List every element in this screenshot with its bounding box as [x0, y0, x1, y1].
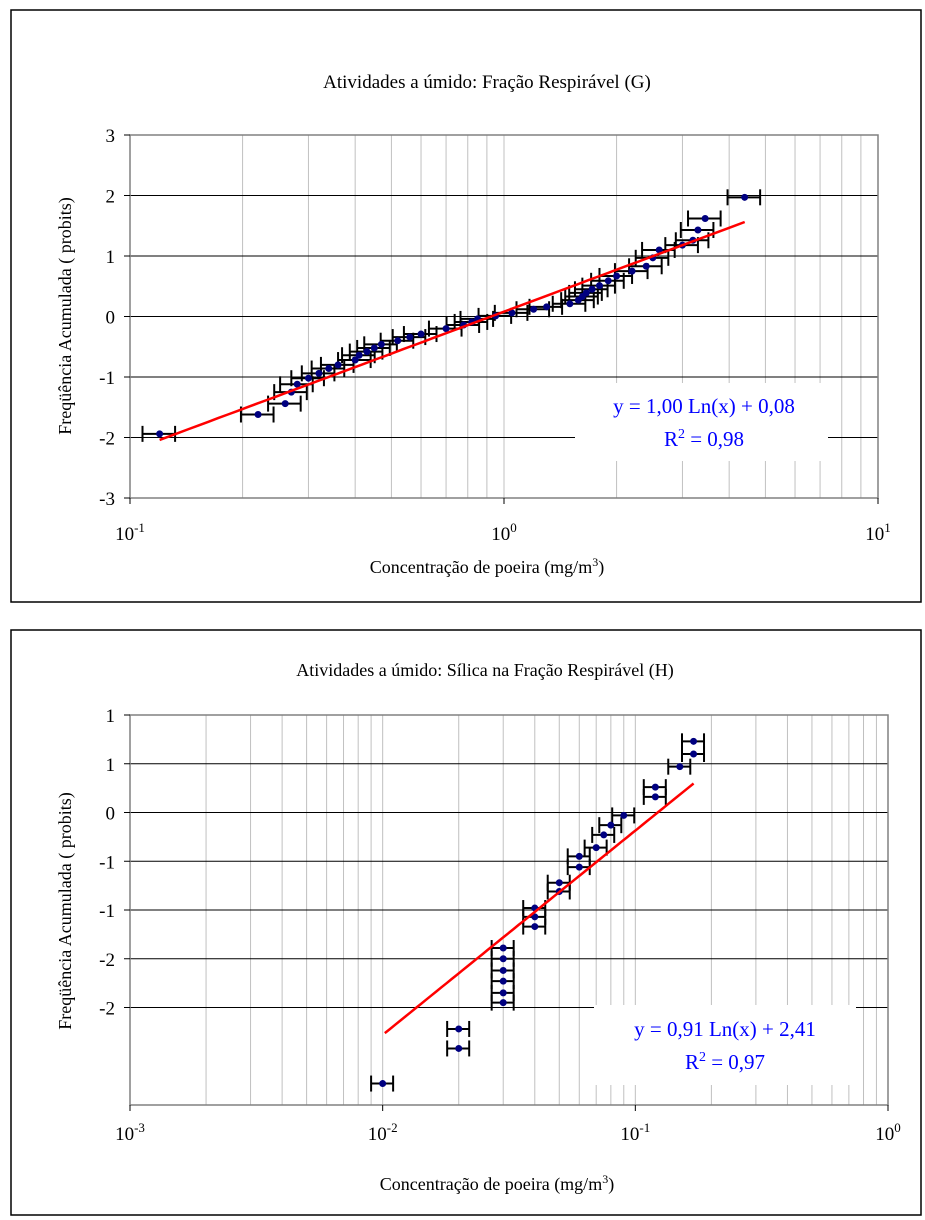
chart-g-equation: y = 1,00 Ln(x) + 0,08 — [613, 394, 795, 418]
chart-g: Atividades a úmido: Fração Respirável (G… — [10, 9, 922, 603]
chart-g-frame — [10, 9, 922, 603]
data-point — [379, 1080, 387, 1088]
chart-h-equation-box — [594, 1005, 856, 1085]
data-point — [499, 989, 507, 997]
data-point — [281, 400, 289, 408]
data-point — [628, 267, 636, 275]
data-point — [499, 999, 507, 1007]
y-tick-label: -2 — [99, 999, 115, 1020]
data-point — [334, 361, 342, 369]
chart-h-y-axis-label: Freqüência Acumulada ( probits) — [55, 792, 76, 1029]
x-tick-label: 10-1 — [620, 1120, 650, 1145]
y-tick-label: 1 — [106, 755, 116, 776]
chart-h-title: Atividades a úmido: Sílica na Fração Res… — [296, 660, 673, 681]
data-point — [304, 374, 312, 382]
data-point — [293, 380, 301, 388]
chart-g-y-axis-label: Freqüência Acumulada ( probits) — [55, 197, 76, 434]
data-point — [555, 879, 563, 887]
data-point — [530, 305, 538, 313]
data-point — [651, 783, 659, 791]
x-tick-label: 10-2 — [368, 1120, 398, 1145]
data-point — [694, 226, 702, 234]
y-tick-label: -2 — [99, 429, 115, 450]
data-point — [575, 852, 583, 860]
data-point — [604, 277, 612, 285]
chart-g-trendline — [159, 220, 746, 442]
data-point — [325, 365, 333, 373]
y-tick-label: 1 — [106, 706, 116, 727]
chart-h-equation: y = 0,91 Ln(x) + 2,41 — [634, 1017, 816, 1041]
data-point — [370, 344, 378, 352]
data-point — [741, 193, 749, 201]
data-point — [355, 351, 363, 359]
data-point — [642, 262, 650, 270]
chart-g-x-ticks: 10-1 100 101 — [115, 498, 891, 545]
y-tick-label: 0 — [106, 804, 116, 825]
chart-g-x-axis-label: Concentração de poeira (mg/m3) — [370, 555, 604, 578]
data-point — [417, 330, 425, 338]
y-tick-label: -1 — [99, 368, 115, 389]
data-point — [531, 923, 539, 931]
data-point — [499, 944, 507, 952]
chart-h-x-ticks: 10-3 10-2 10-1 100 — [115, 1105, 901, 1145]
y-tick-label: -2 — [99, 950, 115, 971]
chart-h: Atividades a úmido: Sílica na Fração Res… — [10, 629, 922, 1216]
data-point — [499, 966, 507, 974]
x-tick-label: 10-1 — [115, 520, 145, 545]
data-point — [575, 863, 583, 871]
y-tick-label: 2 — [106, 187, 116, 208]
data-point — [315, 369, 323, 377]
data-point — [690, 750, 698, 758]
data-point — [676, 763, 684, 771]
data-point — [455, 1044, 463, 1052]
data-point — [595, 282, 603, 290]
data-point — [254, 411, 262, 419]
data-point — [600, 831, 608, 839]
data-point — [543, 303, 551, 311]
data-point — [690, 737, 698, 745]
chart-h-r-squared: R2 = 0,97 — [685, 1050, 765, 1074]
chart-h-frame — [10, 629, 922, 1216]
data-point — [588, 285, 596, 293]
data-point — [566, 300, 574, 308]
chart-h-y-ticks: 1 1 0 -1 -1 -2 -2 — [99, 706, 130, 1020]
x-tick-label: 101 — [865, 520, 891, 545]
y-tick-label: -1 — [99, 852, 115, 873]
data-point — [406, 333, 414, 341]
x-tick-label: 100 — [491, 520, 517, 545]
data-point — [363, 348, 371, 356]
data-point — [592, 844, 600, 852]
data-point — [394, 337, 402, 345]
chart-h-x-axis-label: Concentração de poeira (mg/m3) — [380, 1172, 614, 1195]
data-point — [351, 356, 359, 364]
y-tick-label: 3 — [106, 126, 116, 147]
data-point — [582, 289, 590, 297]
y-tick-label: 1 — [106, 247, 116, 268]
data-point — [442, 325, 450, 333]
x-tick-label: 100 — [875, 1120, 901, 1145]
chart-g-data-points — [156, 193, 749, 438]
y-tick-label: -3 — [99, 489, 115, 510]
data-point — [620, 811, 628, 819]
data-point — [613, 272, 621, 280]
data-point — [531, 913, 539, 921]
chart-h-data-points — [379, 737, 698, 1088]
y-tick-label: -1 — [99, 901, 115, 922]
y-tick-label: 0 — [106, 308, 116, 329]
data-point — [499, 955, 507, 963]
x-tick-label: 10-3 — [115, 1120, 145, 1145]
data-point — [377, 340, 385, 348]
chart-h-trendline — [384, 782, 695, 1035]
data-point — [455, 1025, 463, 1033]
chart-g-title: Atividades a úmido: Fração Respirável (G… — [323, 72, 651, 93]
data-point — [701, 214, 709, 222]
data-point — [651, 793, 659, 801]
chart-g-equation-box — [575, 383, 828, 461]
data-point — [156, 430, 164, 438]
data-point — [499, 977, 507, 985]
chart-g-r-squared: R2 = 0,98 — [664, 427, 744, 451]
data-point — [607, 821, 615, 829]
chart-g-y-ticks: 3 2 1 0 -1 -2 -3 — [99, 126, 130, 510]
